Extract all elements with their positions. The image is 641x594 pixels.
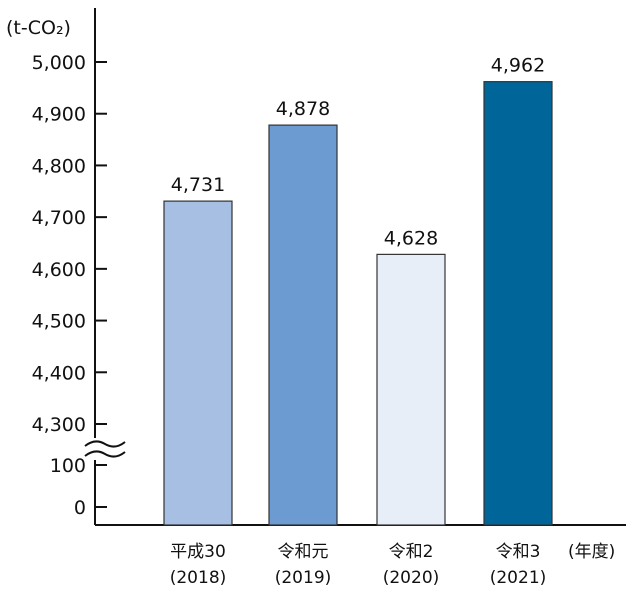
- y-tick-label: 4,900: [32, 104, 86, 126]
- category-year-label: (2019): [275, 568, 332, 588]
- bar-value-label: 4,628: [384, 227, 438, 249]
- bar: [163, 200, 233, 526]
- x-axis-unit-label: (年度): [568, 542, 615, 562]
- category-year-label: (2020): [383, 568, 440, 588]
- y-tick-label: 4,500: [32, 311, 86, 333]
- y-axis-unit-label: (t-CO₂): [6, 17, 71, 39]
- y-tick-label: 5,000: [32, 52, 86, 74]
- bar-value-label: 4,878: [276, 98, 330, 120]
- y-tick-label: 4,300: [32, 414, 86, 436]
- bar-value-label: 4,731: [171, 174, 225, 196]
- y-tick-label: 100: [50, 455, 86, 477]
- bar: [483, 81, 553, 526]
- y-tick-label: 0: [74, 497, 86, 519]
- y-tick-label: 4,600: [32, 259, 86, 281]
- bar-value-label: 4,962: [491, 55, 545, 77]
- category-label: 令和3: [496, 542, 541, 562]
- category-label: 平成30: [170, 542, 226, 562]
- category-label: 令和2: [389, 542, 434, 562]
- category-label: 令和元: [278, 542, 329, 562]
- category-year-label: (2021): [490, 568, 547, 588]
- bar: [268, 124, 338, 526]
- y-tick-label: 4,800: [32, 155, 86, 177]
- category-year-label: (2018): [170, 568, 227, 588]
- y-tick-label: 4,400: [32, 362, 86, 384]
- y-tick-label: 4,700: [32, 207, 86, 229]
- bar: [376, 253, 446, 526]
- axis-break-symbol: [84, 440, 126, 458]
